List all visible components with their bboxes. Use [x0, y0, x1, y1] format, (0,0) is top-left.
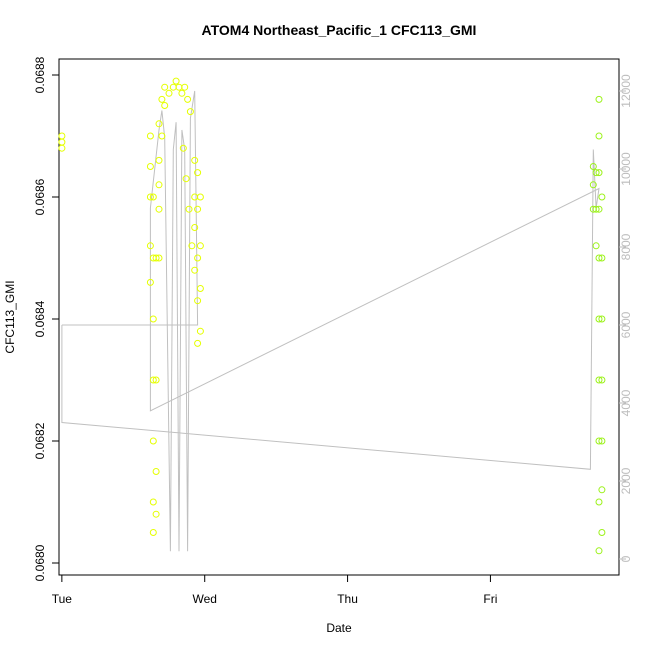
data-point	[152, 254, 160, 262]
y-right-tick-label: 10000	[619, 152, 633, 186]
data-point	[595, 498, 603, 506]
data-point	[155, 205, 163, 213]
data-point	[155, 254, 163, 262]
points-layer	[58, 77, 606, 555]
data-point	[196, 242, 204, 250]
data-point	[598, 254, 606, 262]
y-axis-label: CFC113_GMI	[3, 280, 17, 353]
data-point	[58, 144, 66, 152]
altitude-line-layer	[61, 90, 600, 552]
data-point	[589, 163, 597, 170]
data-point	[186, 108, 194, 116]
data-point	[196, 327, 204, 335]
data-point	[598, 437, 606, 445]
data-point	[149, 315, 157, 323]
data-point	[191, 266, 199, 274]
data-point	[592, 205, 600, 213]
data-point	[146, 132, 154, 140]
y-right-tick-label: 0	[619, 555, 633, 562]
data-point	[58, 138, 66, 146]
data-point	[595, 254, 603, 262]
data-point	[158, 95, 166, 103]
data-point	[181, 83, 189, 91]
data-point	[58, 132, 66, 140]
y-left-tick-label: 0.0680	[33, 544, 47, 581]
data-point	[172, 77, 180, 85]
data-point	[194, 254, 202, 262]
data-point	[161, 83, 169, 91]
x-tick-label: Fri	[483, 592, 497, 606]
data-point	[595, 437, 603, 445]
y-left-tick-label: 0.0684	[33, 300, 47, 337]
data-point	[595, 547, 603, 555]
data-point	[595, 315, 603, 323]
y-right-tick-label: 12000	[619, 74, 633, 108]
y-right-tick-label: 2000	[619, 467, 633, 494]
data-point	[149, 529, 157, 536]
x-tick-label: Wed	[192, 592, 216, 606]
data-point	[165, 89, 173, 97]
data-point	[194, 339, 202, 347]
data-point	[595, 169, 603, 177]
data-point	[595, 205, 603, 213]
data-point	[146, 242, 154, 250]
data-point	[155, 181, 163, 189]
data-point	[191, 193, 199, 201]
data-point	[196, 285, 204, 292]
data-point	[188, 242, 196, 250]
data-point	[152, 468, 160, 475]
data-point	[152, 376, 160, 384]
plot-frame	[58, 58, 620, 576]
x-tick-label: Thu	[337, 592, 358, 606]
data-point	[149, 498, 157, 506]
data-point	[149, 376, 157, 384]
data-point	[184, 95, 192, 103]
altitude-line	[61, 90, 600, 552]
y-right-tick-label: 8000	[619, 233, 633, 260]
data-point	[146, 193, 154, 201]
data-point	[152, 510, 160, 518]
data-point	[175, 83, 183, 91]
axes-layer: Tue Wed Thu Fri 0.0680 0.0682 0.0684 0.0686 0.06…	[33, 56, 633, 606]
data-point	[595, 95, 603, 103]
data-point	[196, 193, 204, 201]
data-point	[194, 205, 202, 213]
data-point	[169, 83, 177, 91]
data-point	[194, 297, 202, 305]
data-point	[155, 156, 163, 164]
data-point	[149, 193, 157, 201]
data-point	[161, 102, 169, 109]
data-point	[598, 315, 606, 323]
data-point	[146, 163, 154, 170]
data-point	[185, 205, 193, 213]
data-point	[178, 89, 186, 97]
data-point	[155, 120, 163, 128]
data-point	[595, 376, 603, 384]
data-point	[592, 242, 600, 250]
y-left-tick-label: 0.0686	[33, 178, 47, 215]
data-point	[598, 376, 606, 384]
x-tick-label: Tue	[52, 592, 73, 606]
data-point	[158, 132, 166, 140]
y-right-tick-label: 6000	[619, 311, 633, 338]
data-point	[182, 175, 190, 183]
x-axis-label: Date	[326, 621, 352, 635]
chart-title: ATOM4 Northeast_Pacific_1 CFC113_GMI	[202, 22, 477, 38]
data-point	[598, 193, 606, 201]
data-point	[191, 224, 199, 231]
y-right-tick-label: 4000	[619, 389, 633, 416]
data-point	[149, 437, 157, 445]
data-point	[191, 156, 199, 164]
data-point	[592, 169, 600, 177]
data-point	[589, 181, 597, 189]
data-point	[146, 278, 154, 286]
data-point	[598, 486, 606, 494]
y-left-tick-label: 0.0688	[33, 56, 47, 93]
data-point	[595, 132, 603, 140]
data-point	[194, 169, 202, 177]
y-left-tick-label: 0.0682	[33, 422, 47, 459]
data-point	[598, 529, 606, 536]
data-point	[179, 144, 187, 152]
